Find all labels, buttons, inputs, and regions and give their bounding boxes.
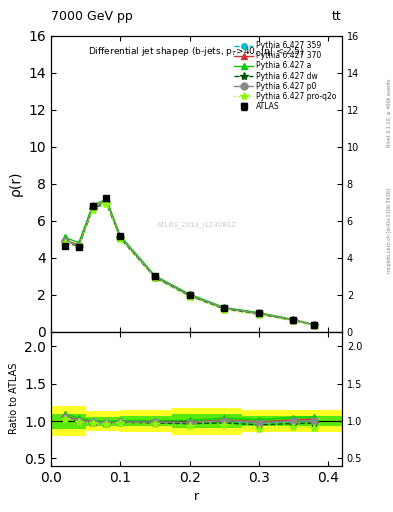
Pythia 6.427 pro-q2o bbox=[104, 201, 109, 207]
Line: Pythia 6.427 a: Pythia 6.427 a bbox=[61, 196, 318, 328]
Line: Pythia 6.427 pro-q2o: Pythia 6.427 pro-q2o bbox=[61, 200, 318, 330]
Pythia 6.427 370 bbox=[257, 310, 261, 316]
Line: Pythia 6.427 dw: Pythia 6.427 dw bbox=[61, 199, 318, 329]
Pythia 6.427 dw bbox=[62, 239, 67, 245]
Pythia 6.427 p0 bbox=[187, 292, 192, 298]
Pythia 6.427 pro-q2o bbox=[312, 323, 317, 329]
Pythia 6.427 dw bbox=[291, 317, 296, 324]
Pythia 6.427 p0 bbox=[312, 322, 317, 328]
Pythia 6.427 pro-q2o bbox=[118, 236, 123, 242]
Pythia 6.427 359 bbox=[104, 199, 109, 205]
Pythia 6.427 pro-q2o bbox=[291, 318, 296, 324]
Pythia 6.427 370 bbox=[291, 317, 296, 323]
Pythia 6.427 p0 bbox=[291, 317, 296, 323]
Pythia 6.427 pro-q2o bbox=[187, 294, 192, 300]
Pythia 6.427 370 bbox=[118, 234, 123, 240]
Y-axis label: ρ(r): ρ(r) bbox=[9, 171, 23, 197]
Pythia 6.427 p0 bbox=[90, 204, 95, 210]
Pythia 6.427 a bbox=[312, 322, 317, 328]
Pythia 6.427 dw bbox=[118, 235, 123, 241]
Text: mcplots.cern.ch [arXiv:1306.3436]: mcplots.cern.ch [arXiv:1306.3436] bbox=[387, 188, 392, 273]
Pythia 6.427 370 bbox=[62, 237, 67, 243]
Pythia 6.427 359 bbox=[152, 274, 157, 280]
Pythia 6.427 359 bbox=[76, 243, 81, 249]
Pythia 6.427 p0 bbox=[152, 274, 157, 280]
Pythia 6.427 pro-q2o bbox=[257, 312, 261, 318]
Pythia 6.427 370 bbox=[187, 292, 192, 298]
Pythia 6.427 dw bbox=[257, 311, 261, 317]
Text: Rivet 3.1.10, ≥ 400k events: Rivet 3.1.10, ≥ 400k events bbox=[387, 78, 392, 147]
Pythia 6.427 p0 bbox=[62, 238, 67, 244]
Pythia 6.427 a bbox=[291, 316, 296, 323]
Line: Pythia 6.427 370: Pythia 6.427 370 bbox=[61, 198, 318, 328]
Pythia 6.427 p0 bbox=[257, 310, 261, 316]
Pythia 6.427 359 bbox=[187, 292, 192, 298]
Pythia 6.427 p0 bbox=[222, 305, 226, 311]
Y-axis label: Ratio to ATLAS: Ratio to ATLAS bbox=[9, 363, 19, 434]
Pythia 6.427 pro-q2o bbox=[222, 307, 226, 313]
Pythia 6.427 dw bbox=[222, 306, 226, 312]
Pythia 6.427 359 bbox=[257, 310, 261, 316]
Legend: Pythia 6.427 359, Pythia 6.427 370, Pythia 6.427 a, Pythia 6.427 dw, Pythia 6.42: Pythia 6.427 359, Pythia 6.427 370, Pyth… bbox=[233, 39, 338, 113]
Pythia 6.427 p0 bbox=[118, 234, 123, 240]
Pythia 6.427 dw bbox=[76, 243, 81, 249]
Pythia 6.427 359 bbox=[312, 322, 317, 328]
Pythia 6.427 359 bbox=[62, 238, 67, 244]
Pythia 6.427 a bbox=[187, 291, 192, 297]
Pythia 6.427 370 bbox=[152, 273, 157, 280]
Pythia 6.427 a bbox=[257, 310, 261, 316]
Pythia 6.427 a bbox=[90, 202, 95, 208]
Pythia 6.427 a bbox=[222, 305, 226, 311]
Pythia 6.427 p0 bbox=[104, 199, 109, 205]
Pythia 6.427 a bbox=[76, 240, 81, 246]
Line: Pythia 6.427 p0: Pythia 6.427 p0 bbox=[61, 198, 318, 329]
Text: 7000 GeV pp: 7000 GeV pp bbox=[51, 10, 133, 23]
Pythia 6.427 pro-q2o bbox=[152, 275, 157, 282]
Pythia 6.427 370 bbox=[76, 242, 81, 248]
Pythia 6.427 a bbox=[152, 272, 157, 279]
Pythia 6.427 370 bbox=[222, 305, 226, 311]
Pythia 6.427 370 bbox=[104, 198, 109, 204]
Text: ATLAS_2013_I1230812: ATLAS_2013_I1230812 bbox=[157, 222, 236, 228]
X-axis label: r: r bbox=[194, 490, 199, 503]
Pythia 6.427 359 bbox=[291, 317, 296, 323]
Pythia 6.427 370 bbox=[90, 204, 95, 210]
Pythia 6.427 a bbox=[104, 196, 109, 202]
Pythia 6.427 dw bbox=[90, 205, 95, 211]
Pythia 6.427 370 bbox=[312, 322, 317, 328]
Pythia 6.427 359 bbox=[222, 305, 226, 311]
Pythia 6.427 pro-q2o bbox=[90, 206, 95, 212]
Pythia 6.427 p0 bbox=[76, 243, 81, 249]
Pythia 6.427 dw bbox=[312, 322, 317, 328]
Line: Pythia 6.427 359: Pythia 6.427 359 bbox=[62, 199, 317, 328]
Text: tt: tt bbox=[332, 10, 342, 23]
Pythia 6.427 pro-q2o bbox=[76, 244, 81, 250]
Pythia 6.427 pro-q2o bbox=[62, 240, 67, 246]
Pythia 6.427 a bbox=[118, 233, 123, 239]
Pythia 6.427 a bbox=[62, 234, 67, 240]
Pythia 6.427 dw bbox=[187, 293, 192, 299]
Pythia 6.427 359 bbox=[90, 205, 95, 211]
Pythia 6.427 359 bbox=[118, 234, 123, 240]
Pythia 6.427 dw bbox=[104, 200, 109, 206]
Text: Differential jet shapeρ (b-jets, p$_T$>40, |η| < 2.5): Differential jet shapeρ (b-jets, p$_T$>4… bbox=[88, 45, 305, 58]
Pythia 6.427 dw bbox=[152, 274, 157, 281]
